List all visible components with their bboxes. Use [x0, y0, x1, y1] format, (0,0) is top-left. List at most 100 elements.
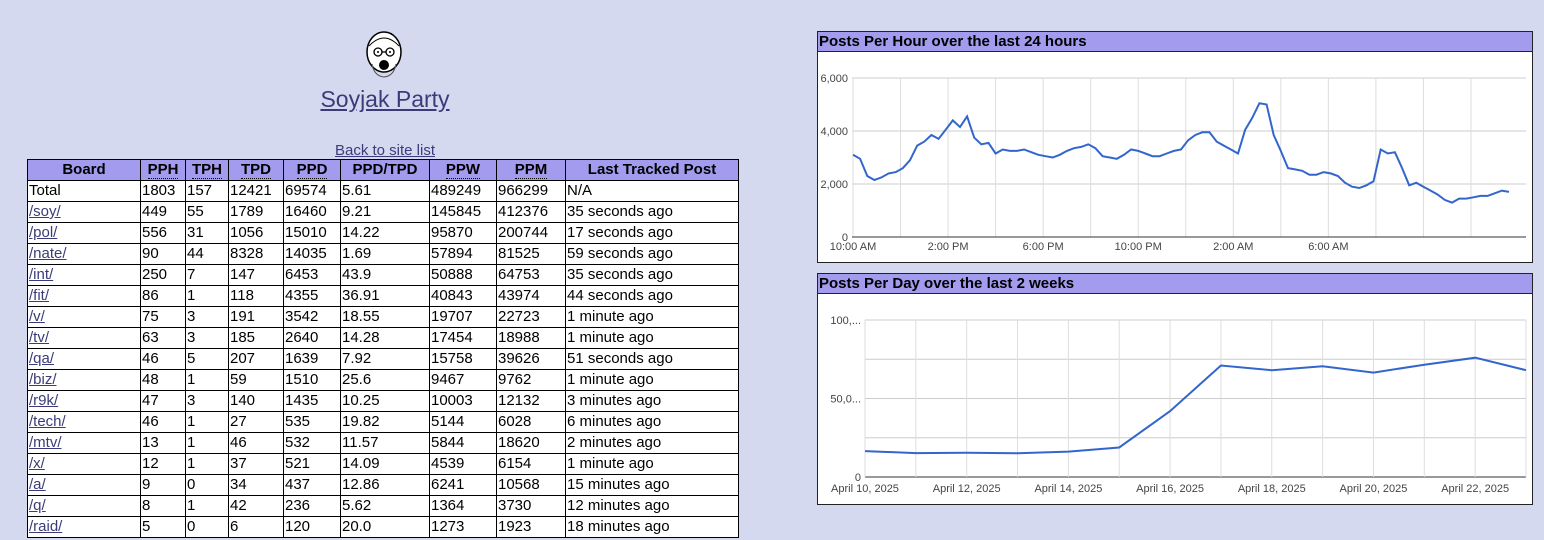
y-tick-label: 0 [842, 232, 848, 244]
table-cell: 18988 [496, 327, 566, 349]
table-cell: 118 [228, 285, 284, 307]
board-cell: /int/ [27, 264, 141, 286]
column-header[interactable]: TPH [185, 159, 229, 181]
x-tick-label: 6:00 AM [1308, 241, 1348, 253]
table-row: /tech/46 1 27 535 19.82 5144 6028 6 minutes ago [27, 411, 739, 433]
table-header-row: Board PPH TPH TPD PPD PPD/TPD PPW PPM Last Track… [27, 159, 739, 181]
x-tick-label: 10:00 AM [830, 241, 876, 253]
table-cell: 140 [228, 390, 284, 412]
board-link[interactable]: /raid/ [29, 518, 63, 535]
table-cell: 556 [140, 222, 186, 244]
table-cell: 9 [140, 474, 186, 496]
column-header[interactable]: PPW [429, 159, 497, 181]
column-header[interactable]: Last Tracked Post [565, 159, 739, 181]
table-cell: 14.28 [340, 327, 430, 349]
table-cell: 10003 [429, 390, 497, 412]
table-cell: 532 [283, 432, 341, 454]
board-link[interactable]: /pol/ [29, 224, 58, 241]
board-link[interactable]: /q/ [29, 497, 46, 514]
board-cell: /q/ [27, 495, 141, 517]
posts-per-day-chart-panel: Posts Per Day over the last 2 weeks 0 50,… [817, 273, 1533, 505]
table-cell: 5.62 [340, 495, 430, 517]
table-row: /q/8 1 42 236 5.62 1364 3730 12 minutes ago [27, 495, 739, 517]
table-cell: 12 minutes ago [565, 495, 739, 517]
table-cell: 36.91 [340, 285, 430, 307]
column-header[interactable]: PPH [140, 159, 186, 181]
table-cell: 42 [228, 495, 284, 517]
table-cell: 5 [140, 516, 186, 538]
table-cell: 35 seconds ago [565, 264, 739, 286]
board-link[interactable]: /mtv/ [29, 434, 62, 451]
x-tick-label: April 10, 2025 [831, 483, 899, 495]
column-header[interactable]: Board [27, 159, 141, 181]
board-link[interactable]: /r9k/ [29, 392, 59, 409]
table-cell: 12 [140, 453, 186, 475]
table-cell: 20.0 [340, 516, 430, 538]
table-cell: 59 seconds ago [565, 243, 739, 265]
column-header[interactable]: PPD [283, 159, 341, 181]
table-cell: 120 [283, 516, 341, 538]
table-cell: 147 [228, 264, 284, 286]
y-tick-label: 2,000 [820, 179, 848, 191]
board-link[interactable]: /qa/ [29, 350, 55, 367]
table-cell: 19707 [429, 306, 497, 328]
table-cell: 1 minute ago [565, 369, 739, 391]
table-cell: 1 minute ago [565, 453, 739, 475]
table-cell: 6241 [429, 474, 497, 496]
table-cell: 1 [185, 285, 229, 307]
table-cell: 25.6 [340, 369, 430, 391]
board-cell: /pol/ [27, 222, 141, 244]
back-to-site-list-link[interactable]: Back to site list [334, 142, 436, 159]
table-row: /mtv/13 1 46 532 11.57 5844 18620 2 minutes ago [27, 432, 739, 454]
column-header[interactable]: PPM [496, 159, 566, 181]
table-cell: 81525 [496, 243, 566, 265]
table-cell: 55 [185, 201, 229, 223]
table-cell: 145845 [429, 201, 497, 223]
column-header[interactable]: TPD [228, 159, 284, 181]
board-link[interactable]: /v/ [29, 308, 45, 325]
board-cell: /x/ [27, 453, 141, 475]
posts-per-hour-chart-title: Posts Per Hour over the last 24 hours [818, 32, 1532, 52]
table-cell: 1 [185, 432, 229, 454]
table-cell: 966299 [496, 180, 566, 202]
x-tick-label: April 20, 2025 [1340, 483, 1408, 495]
table-cell: 44 [185, 243, 229, 265]
board-link[interactable]: /biz/ [29, 371, 57, 388]
table-cell: 15 minutes ago [565, 474, 739, 496]
board-cell: /r9k/ [27, 390, 141, 412]
board-link[interactable]: /soy/ [29, 203, 61, 220]
table-cell: 8328 [228, 243, 284, 265]
table-cell: 27 [228, 411, 284, 433]
table-row: /soy/449 55 1789 16460 9.21 145845 412376 35 se… [27, 201, 739, 223]
table-row: /int/250 7 147 6453 43.9 50888 64753 35 seconds… [27, 264, 739, 286]
board-link[interactable]: /a/ [29, 476, 46, 493]
board-link[interactable]: /nate/ [29, 245, 67, 262]
table-row: /a/9 0 34 437 12.86 6241 10568 15 minutes ago [27, 474, 739, 496]
table-cell: 57894 [429, 243, 497, 265]
table-cell: 6453 [283, 264, 341, 286]
table-row: /r9k/47 3 140 1435 10.25 10003 12132 3 minutes … [27, 390, 739, 412]
board-cell: /tv/ [27, 327, 141, 349]
table-cell: 18620 [496, 432, 566, 454]
site-title-link[interactable]: Soyjak Party [320, 86, 450, 112]
table-cell: 7 [185, 264, 229, 286]
board-link[interactable]: /fit/ [29, 287, 50, 304]
board-link[interactable]: /x/ [29, 455, 45, 472]
table-cell: 9467 [429, 369, 497, 391]
board-cell: Total [27, 180, 141, 202]
column-header-label: PPW [445, 161, 481, 179]
table-cell: 63 [140, 327, 186, 349]
column-header[interactable]: PPD/TPD [340, 159, 430, 181]
board-link[interactable]: /tech/ [29, 413, 66, 430]
board-link[interactable]: /tv/ [29, 329, 50, 346]
table-cell: 1 minute ago [565, 327, 739, 349]
board-cell: /mtv/ [27, 432, 141, 454]
table-cell: 40843 [429, 285, 497, 307]
table-cell: 51 seconds ago [565, 348, 739, 370]
table-cell: 1 [185, 369, 229, 391]
table-cell: 157 [185, 180, 229, 202]
table-cell: 3 [185, 390, 229, 412]
board-link[interactable]: /int/ [29, 266, 54, 283]
table-cell: 6 minutes ago [565, 411, 739, 433]
table-cell: 43.9 [340, 264, 430, 286]
